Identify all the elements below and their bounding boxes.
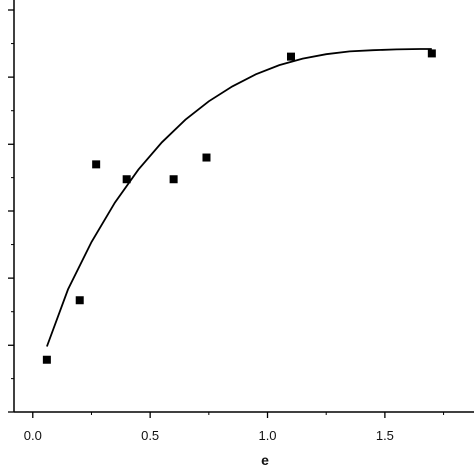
x-axis-ticks: 0.0 0.5 1.0 1.5 bbox=[24, 412, 445, 443]
data-points-layer bbox=[42, 49, 436, 364]
y-axis-ticks bbox=[8, 9, 14, 413]
data-point bbox=[42, 355, 51, 364]
data-point bbox=[122, 175, 131, 184]
fit-curve-line bbox=[46, 48, 432, 347]
x-tick-label: 0.0 bbox=[24, 428, 42, 443]
x-tick-label: 0.5 bbox=[141, 428, 159, 443]
data-point bbox=[92, 160, 101, 169]
data-point bbox=[202, 153, 211, 162]
data-point bbox=[169, 175, 178, 184]
data-point bbox=[75, 296, 84, 305]
x-axis-title: e bbox=[261, 452, 269, 468]
data-point bbox=[427, 49, 436, 58]
data-point bbox=[286, 52, 295, 61]
axes-frame bbox=[13, 0, 474, 413]
fit-curve-layer bbox=[46, 48, 432, 347]
x-tick-label: 1.5 bbox=[376, 428, 394, 443]
x-tick-label: 1.0 bbox=[258, 428, 276, 443]
